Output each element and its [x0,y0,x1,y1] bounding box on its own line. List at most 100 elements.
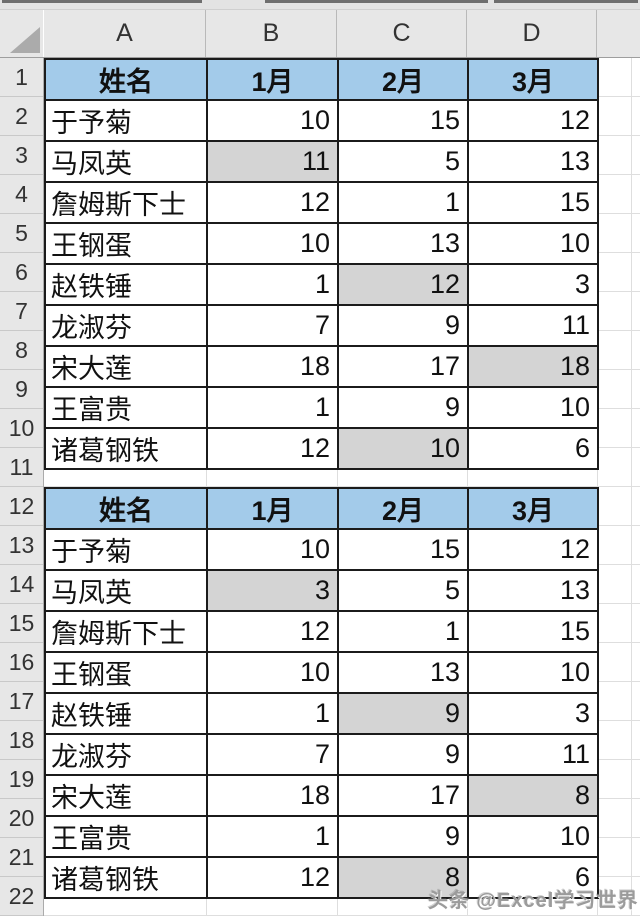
cell-D20[interactable]: 10 [467,815,599,858]
cell-C15[interactable]: 1 [337,610,469,653]
row-header-22[interactable]: 22 [0,877,43,916]
cell-D7[interactable]: 11 [467,304,599,347]
cell-A10[interactable]: 诸葛钢铁 [44,427,208,470]
row-header-21[interactable]: 21 [0,838,43,877]
row-header-16[interactable]: 16 [0,643,43,682]
cell-C1[interactable]: 2月 [337,58,469,101]
cell-D1[interactable]: 3月 [467,58,599,101]
cell-C2[interactable]: 15 [337,99,469,142]
cell-D21[interactable]: 6 [467,856,599,899]
row-header-2[interactable]: 2 [0,97,43,136]
cell-B9[interactable]: 1 [206,386,339,429]
cell-A6[interactable]: 赵铁锤 [44,263,208,306]
cell-A8[interactable]: 宋大莲 [44,345,208,388]
row-header-12[interactable]: 12 [0,487,43,526]
cell-C4[interactable]: 1 [337,181,469,224]
cell-D17[interactable]: 3 [467,692,599,735]
cell-C18[interactable]: 9 [337,733,469,776]
row-header-17[interactable]: 17 [0,682,43,721]
cell-D12[interactable]: 3月 [467,487,599,530]
cell-B1[interactable]: 1月 [206,58,339,101]
col-header-C[interactable]: C [337,10,467,57]
row-header-15[interactable]: 15 [0,604,43,643]
cell-C10[interactable]: 10 [337,427,469,470]
cell-D14[interactable]: 13 [467,569,599,612]
cell-D13[interactable]: 12 [467,528,599,571]
row-header-13[interactable]: 13 [0,526,43,565]
cell-C21[interactable]: 8 [337,856,469,899]
cell-A17[interactable]: 赵铁锤 [44,692,208,735]
cell-C5[interactable]: 13 [337,222,469,265]
row-header-11[interactable]: 11 [0,448,43,487]
row-header-7[interactable]: 7 [0,292,43,331]
cell-A4[interactable]: 詹姆斯下士 [44,181,208,224]
cell-C20[interactable]: 9 [337,815,469,858]
cell-A1[interactable]: 姓名 [44,58,208,101]
cell-D8[interactable]: 18 [467,345,599,388]
cell-D19[interactable]: 8 [467,774,599,817]
cell-B7[interactable]: 7 [206,304,339,347]
cell-B10[interactable]: 12 [206,427,339,470]
cell-D10[interactable]: 6 [467,427,599,470]
cell-C9[interactable]: 9 [337,386,469,429]
cell-A20[interactable]: 王富贵 [44,815,208,858]
row-header-4[interactable]: 4 [0,175,43,214]
cell-D2[interactable]: 12 [467,99,599,142]
cell-B13[interactable]: 10 [206,528,339,571]
col-header-D[interactable]: D [467,10,597,57]
cell-B17[interactable]: 1 [206,692,339,735]
row-header-1[interactable]: 1 [0,58,43,97]
cell-D6[interactable]: 3 [467,263,599,306]
cell-B21[interactable]: 12 [206,856,339,899]
cell-B14[interactable]: 3 [206,569,339,612]
cell-C7[interactable]: 9 [337,304,469,347]
cell-D9[interactable]: 10 [467,386,599,429]
cell-A16[interactable]: 王钢蛋 [44,651,208,694]
cell-C12[interactable]: 2月 [337,487,469,530]
row-header-5[interactable]: 5 [0,214,43,253]
cell-C6[interactable]: 12 [337,263,469,306]
cell-A12[interactable]: 姓名 [44,487,208,530]
cell-D16[interactable]: 10 [467,651,599,694]
cell-A5[interactable]: 王钢蛋 [44,222,208,265]
cell-B16[interactable]: 10 [206,651,339,694]
cell-A21[interactable]: 诸葛钢铁 [44,856,208,899]
cell-C3[interactable]: 5 [337,140,469,183]
cell-D15[interactable]: 15 [467,610,599,653]
cell-A2[interactable]: 于予菊 [44,99,208,142]
cell-A9[interactable]: 王富贵 [44,386,208,429]
cell-B15[interactable]: 12 [206,610,339,653]
col-header-A[interactable]: A [44,10,206,57]
cell-C14[interactable]: 5 [337,569,469,612]
row-header-8[interactable]: 8 [0,331,43,370]
cell-C16[interactable]: 13 [337,651,469,694]
cell-B8[interactable]: 18 [206,345,339,388]
cell-D3[interactable]: 13 [467,140,599,183]
cell-A13[interactable]: 于予菊 [44,528,208,571]
cell-B4[interactable]: 12 [206,181,339,224]
cell-C13[interactable]: 15 [337,528,469,571]
col-header-B[interactable]: B [206,10,337,57]
cell-B3[interactable]: 11 [206,140,339,183]
cell-A3[interactable]: 马凤英 [44,140,208,183]
cell-D5[interactable]: 10 [467,222,599,265]
cell-C8[interactable]: 17 [337,345,469,388]
cell-B5[interactable]: 10 [206,222,339,265]
select-all-button[interactable] [0,10,44,57]
cell-C19[interactable]: 17 [337,774,469,817]
cell-A19[interactable]: 宋大莲 [44,774,208,817]
row-header-14[interactable]: 14 [0,565,43,604]
cell-B20[interactable]: 1 [206,815,339,858]
row-header-18[interactable]: 18 [0,721,43,760]
row-header-19[interactable]: 19 [0,760,43,799]
cell-A18[interactable]: 龙淑芬 [44,733,208,776]
row-header-20[interactable]: 20 [0,799,43,838]
cell-B18[interactable]: 7 [206,733,339,776]
cell-B2[interactable]: 10 [206,99,339,142]
cell-D18[interactable]: 11 [467,733,599,776]
cell-B6[interactable]: 1 [206,263,339,306]
cell-B19[interactable]: 18 [206,774,339,817]
cell-A7[interactable]: 龙淑芬 [44,304,208,347]
cell-C17[interactable]: 9 [337,692,469,735]
cell-A15[interactable]: 詹姆斯下士 [44,610,208,653]
